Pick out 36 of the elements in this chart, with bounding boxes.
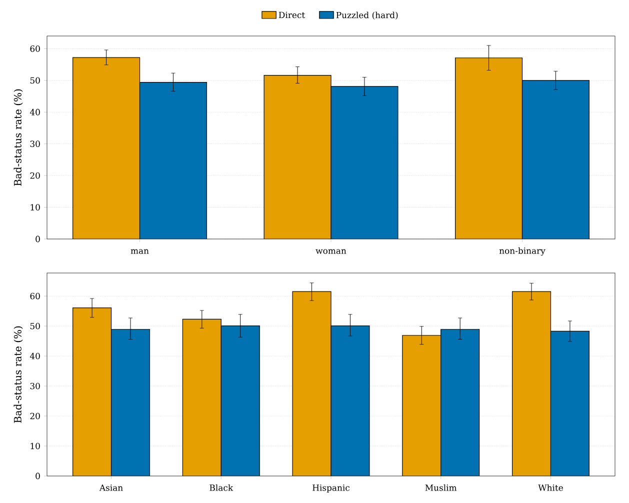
x-tick-label: non-binary [499, 247, 546, 256]
x-tick-label: Black [210, 484, 234, 491]
bar [292, 291, 332, 476]
legend-label: Puzzled (hard) [336, 12, 398, 20]
x-tick-label: man [130, 249, 149, 254]
x-tick-label: Muslim [425, 484, 457, 491]
legend-label: Direct [278, 12, 306, 18]
bar [512, 291, 552, 476]
y-axis-title: Bad-status rate (%) [14, 326, 23, 423]
y-tick-label: 40 [30, 352, 40, 360]
y-tick-label: 0 [36, 236, 40, 242]
bar [111, 329, 150, 476]
bar [550, 330, 590, 476]
x-tick-label: Asian [99, 484, 123, 491]
y-tick-label: 60 [30, 45, 40, 52]
x-tick-label: White [538, 484, 563, 491]
y-tick-label: 30 [30, 140, 40, 148]
y-axis-title: Bad-status rate (%) [14, 89, 23, 186]
y-tick-label: 60 [30, 292, 40, 300]
y-tick-label: 20 [30, 412, 40, 420]
x-tick-label: woman [316, 249, 346, 254]
y-tick-label: 10 [30, 204, 40, 210]
y-tick-label: 20 [30, 172, 40, 179]
bar [402, 335, 442, 476]
y-tick-label: 30 [30, 382, 40, 390]
y-tick-label: 40 [30, 108, 40, 116]
x-tick-label: Hispanic [312, 484, 350, 493]
bar [330, 325, 370, 476]
y-tick-label: 10 [30, 442, 40, 450]
y-tick-label: 0 [36, 472, 40, 480]
bar [440, 329, 480, 476]
y-tick-label: 50 [30, 322, 40, 330]
bar [220, 325, 260, 476]
bar [182, 318, 222, 476]
bar [72, 308, 112, 476]
y-tick-label: 50 [30, 77, 40, 84]
